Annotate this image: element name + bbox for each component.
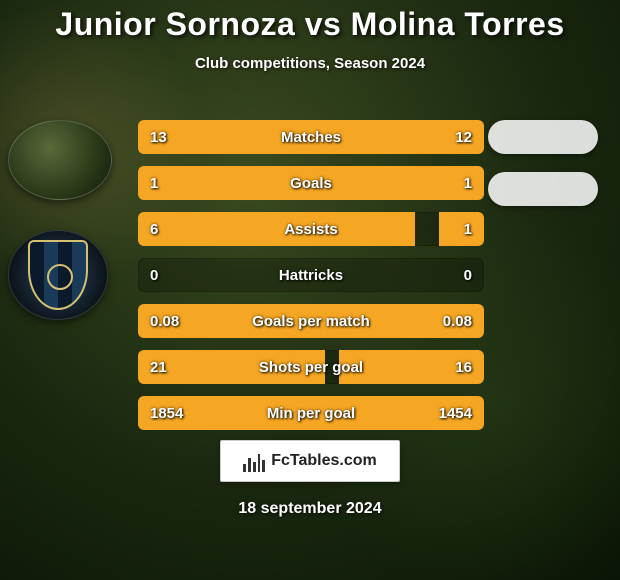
stat-row: 0.080.08Goals per match [138, 304, 484, 338]
avatar-column [8, 120, 128, 350]
fctables-logo: FcTables.com [220, 440, 400, 482]
subtitle: Club competitions, Season 2024 [0, 55, 620, 72]
stat-label: Goals [138, 166, 484, 200]
stat-row: 11Goals [138, 166, 484, 200]
stat-label: Hattricks [138, 258, 484, 292]
stat-row: 2116Shots per goal [138, 350, 484, 384]
page-title: Junior Sornoza vs Molina Torres [0, 6, 620, 43]
club-crest [8, 230, 108, 320]
stat-row: 1312Matches [138, 120, 484, 154]
stat-row: 61Assists [138, 212, 484, 246]
stat-row: 18541454Min per goal [138, 396, 484, 430]
stat-label: Assists [138, 212, 484, 246]
right-pill-column [488, 120, 608, 224]
pill [488, 172, 598, 206]
content: Junior Sornoza vs Molina Torres Club com… [0, 0, 620, 580]
logo-text: FcTables.com [271, 452, 377, 470]
player-avatar [8, 120, 112, 200]
bar-chart-icon [243, 450, 265, 472]
stat-label: Shots per goal [138, 350, 484, 384]
stat-label: Goals per match [138, 304, 484, 338]
shield-icon [28, 240, 88, 310]
stat-label: Matches [138, 120, 484, 154]
stat-row: 00Hattricks [138, 258, 484, 292]
pill [488, 120, 598, 154]
stat-bars: 1312Matches 11Goals 61Assists 00Hattricks 0.… [138, 120, 484, 442]
date-label: 18 september 2024 [0, 500, 620, 518]
stat-label: Min per goal [138, 396, 484, 430]
